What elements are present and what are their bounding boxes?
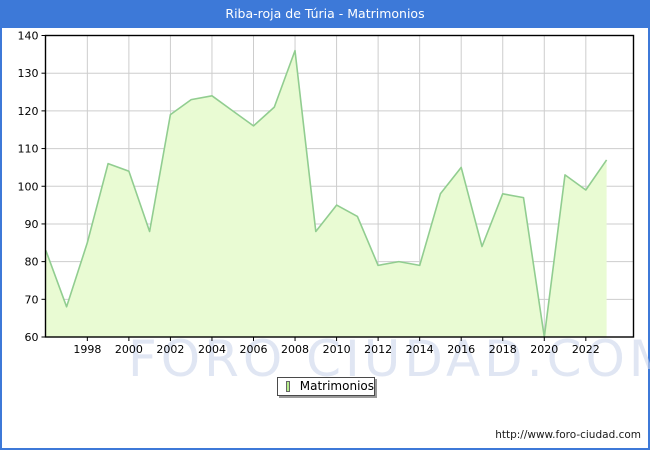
x-tick-label: 2002 <box>156 343 184 356</box>
y-tick-label: 120 <box>18 105 39 118</box>
y-tick-label: 60 <box>25 331 39 344</box>
x-tick-label: 2000 <box>115 343 143 356</box>
y-tick-label: 100 <box>18 180 39 193</box>
x-tick-label: 2016 <box>447 343 475 356</box>
y-tick-label: 110 <box>18 143 39 156</box>
legend: Matrimonios <box>277 377 375 396</box>
x-tick-label: 2010 <box>323 343 351 356</box>
x-tick-label: 2004 <box>198 343 226 356</box>
series-area <box>45 50 607 337</box>
x-tick-label: 2020 <box>530 343 558 356</box>
x-tick-label: 2006 <box>240 343 268 356</box>
x-tick-label: 2008 <box>281 343 309 356</box>
y-tick-label: 80 <box>25 256 39 269</box>
chart-title: Riba-roja de Túria - Matrimonios <box>225 6 425 21</box>
y-tick-label: 130 <box>18 67 39 80</box>
x-tick-label: 2012 <box>364 343 392 356</box>
legend-swatch-icon <box>286 381 290 392</box>
footer-url: http://www.foro-ciudad.com <box>495 429 641 441</box>
series-line <box>45 49 608 338</box>
chart-title-bar: Riba-roja de Túria - Matrimonios <box>0 0 650 28</box>
x-tick-label: 2014 <box>406 343 434 356</box>
legend-label: Matrimonios <box>299 379 374 393</box>
x-tick-label: 2022 <box>572 343 600 356</box>
y-tick-label: 140 <box>18 30 39 43</box>
y-tick-label: 70 <box>25 293 39 306</box>
x-tick-label: 1998 <box>73 343 101 356</box>
x-tick-label: 2018 <box>489 343 517 356</box>
watermark: FORO CIUDAD.COM <box>128 330 650 388</box>
y-tick-label: 90 <box>25 218 39 231</box>
